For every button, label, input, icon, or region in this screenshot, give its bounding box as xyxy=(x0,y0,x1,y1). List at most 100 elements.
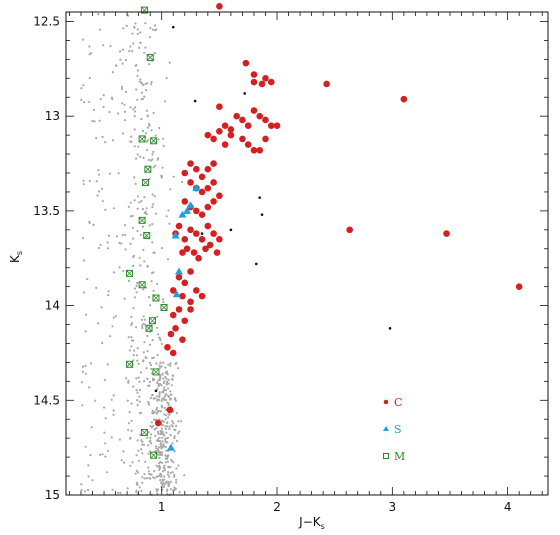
field-star-point xyxy=(164,438,167,441)
field-star-point xyxy=(165,370,168,373)
field-star-point xyxy=(163,469,166,472)
field-star-point xyxy=(122,27,125,30)
field-star-point xyxy=(157,333,160,336)
field-star-point xyxy=(159,377,162,380)
field-star-point xyxy=(141,476,144,479)
field-star-point xyxy=(141,207,144,211)
m-star-point xyxy=(142,178,150,186)
field-star-point xyxy=(152,397,155,400)
field-star-point xyxy=(127,422,130,425)
field-star-point xyxy=(135,88,138,91)
field-star-point xyxy=(90,52,93,55)
field-star-point xyxy=(150,363,153,367)
field-star-point xyxy=(144,356,147,359)
field-star-point xyxy=(127,279,131,283)
field-star-point xyxy=(172,175,175,178)
field-star-point xyxy=(164,100,167,103)
field-star-point xyxy=(143,323,146,326)
field-star-point xyxy=(147,139,150,142)
field-star-point xyxy=(136,403,139,407)
field-star-point xyxy=(88,53,91,56)
field-star-point xyxy=(88,220,91,223)
field-star-point xyxy=(82,84,85,87)
field-star-point xyxy=(138,46,141,50)
c-star-point xyxy=(244,122,252,129)
field-star-point xyxy=(155,381,158,384)
field-star-point xyxy=(157,409,160,412)
other-star-point xyxy=(260,213,264,216)
m-star-point xyxy=(125,360,133,368)
field-star-point xyxy=(175,478,178,481)
field-star-point xyxy=(144,89,148,92)
field-star-point xyxy=(144,46,147,49)
field-star-point xyxy=(162,361,165,364)
field-star-point xyxy=(110,398,113,401)
field-star-point xyxy=(141,440,144,443)
field-star-point xyxy=(176,432,180,435)
field-star-point xyxy=(174,487,177,490)
m-star-point xyxy=(148,317,156,325)
c-star-point xyxy=(187,298,194,306)
field-star-point xyxy=(155,395,158,398)
field-star-point xyxy=(145,477,148,480)
field-star-point xyxy=(169,393,172,396)
c-star-point xyxy=(210,135,217,143)
field-star-point xyxy=(161,427,164,430)
c-star-point xyxy=(202,245,209,253)
field-star-point xyxy=(132,354,135,357)
field-star-point xyxy=(161,397,164,400)
field-star-point xyxy=(101,453,104,456)
c-star-point xyxy=(221,141,229,148)
c-star-point xyxy=(227,126,235,133)
field-star-point xyxy=(161,461,164,464)
field-star-point xyxy=(129,106,132,109)
field-star-point xyxy=(136,439,139,442)
m-stars-layer xyxy=(125,6,168,459)
field-star-point xyxy=(136,98,139,101)
field-star-point xyxy=(166,416,170,419)
field-star-point xyxy=(85,313,88,316)
field-star-point xyxy=(84,364,87,367)
m-star-marker-cross xyxy=(144,165,152,173)
field-star-point xyxy=(173,486,176,489)
field-star-point xyxy=(139,233,143,236)
field-star-point xyxy=(101,342,104,345)
field-star-point xyxy=(171,377,174,380)
field-star-point xyxy=(104,417,107,420)
field-star-point xyxy=(121,102,124,105)
field-star-point xyxy=(157,384,160,387)
field-star-point xyxy=(136,74,139,78)
other-star-point xyxy=(154,389,158,393)
field-star-point xyxy=(174,362,177,366)
field-star-point xyxy=(140,200,143,203)
c-star-point xyxy=(262,135,269,143)
field-star-point xyxy=(132,385,135,388)
field-star-point xyxy=(112,409,115,412)
x-tick-label: 2 xyxy=(273,500,281,514)
field-star-point xyxy=(143,212,146,215)
field-star-point xyxy=(147,115,150,118)
m-star-marker-cross xyxy=(145,325,153,332)
field-star-point xyxy=(142,351,145,354)
plot-frame xyxy=(65,11,549,496)
field-star-point xyxy=(106,294,110,297)
field-star-point xyxy=(159,478,162,482)
c-star-point xyxy=(221,122,229,129)
y-tick-label: 14.5 xyxy=(33,393,60,407)
field-star-point xyxy=(156,448,159,451)
field-star-point xyxy=(147,431,150,434)
field-star-point xyxy=(131,322,134,325)
field-star-point xyxy=(157,450,160,453)
c-star-point xyxy=(172,325,179,332)
field-star-point xyxy=(95,137,98,140)
field-star-point xyxy=(139,41,142,45)
m-star-marker-box xyxy=(150,451,158,459)
m-star-marker-box xyxy=(125,269,133,277)
field-star-point xyxy=(149,343,152,346)
field-star-point xyxy=(162,145,165,148)
field-star-point xyxy=(164,461,167,464)
field-star-point xyxy=(146,377,149,380)
field-star-point xyxy=(167,363,170,366)
field-star-point xyxy=(160,445,163,448)
field-star-point xyxy=(147,470,151,473)
